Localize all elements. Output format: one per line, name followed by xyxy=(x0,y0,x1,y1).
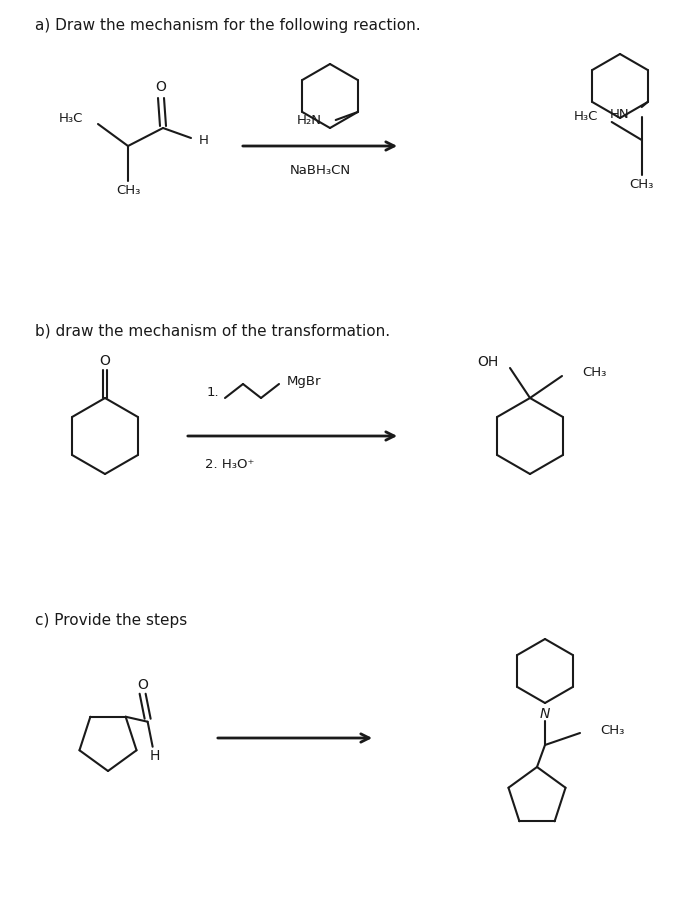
Text: CH₃: CH₃ xyxy=(116,185,140,198)
Text: a) Draw the mechanism for the following reaction.: a) Draw the mechanism for the following … xyxy=(35,18,421,33)
Text: MgBr: MgBr xyxy=(287,375,322,389)
Text: OH: OH xyxy=(477,355,498,369)
Text: H: H xyxy=(199,133,209,147)
Text: H: H xyxy=(150,748,160,763)
Text: HN: HN xyxy=(610,109,630,121)
Text: 1.: 1. xyxy=(207,387,219,400)
Text: N: N xyxy=(540,707,550,721)
Text: NaBH₃CN: NaBH₃CN xyxy=(289,165,351,178)
Text: O: O xyxy=(137,678,148,691)
Text: O: O xyxy=(156,80,166,94)
Text: O: O xyxy=(99,354,110,368)
Text: CH₃: CH₃ xyxy=(582,367,606,380)
Text: CH₃: CH₃ xyxy=(630,178,654,191)
Text: c) Provide the steps: c) Provide the steps xyxy=(35,613,187,628)
Text: H₃C: H₃C xyxy=(59,111,83,124)
Text: H₃C: H₃C xyxy=(573,111,598,123)
Text: CH₃: CH₃ xyxy=(600,724,624,737)
Text: 2. H₃O⁺: 2. H₃O⁺ xyxy=(205,458,254,470)
Text: b) draw the mechanism of the transformation.: b) draw the mechanism of the transformat… xyxy=(35,324,390,339)
Text: H₂N: H₂N xyxy=(296,113,322,127)
